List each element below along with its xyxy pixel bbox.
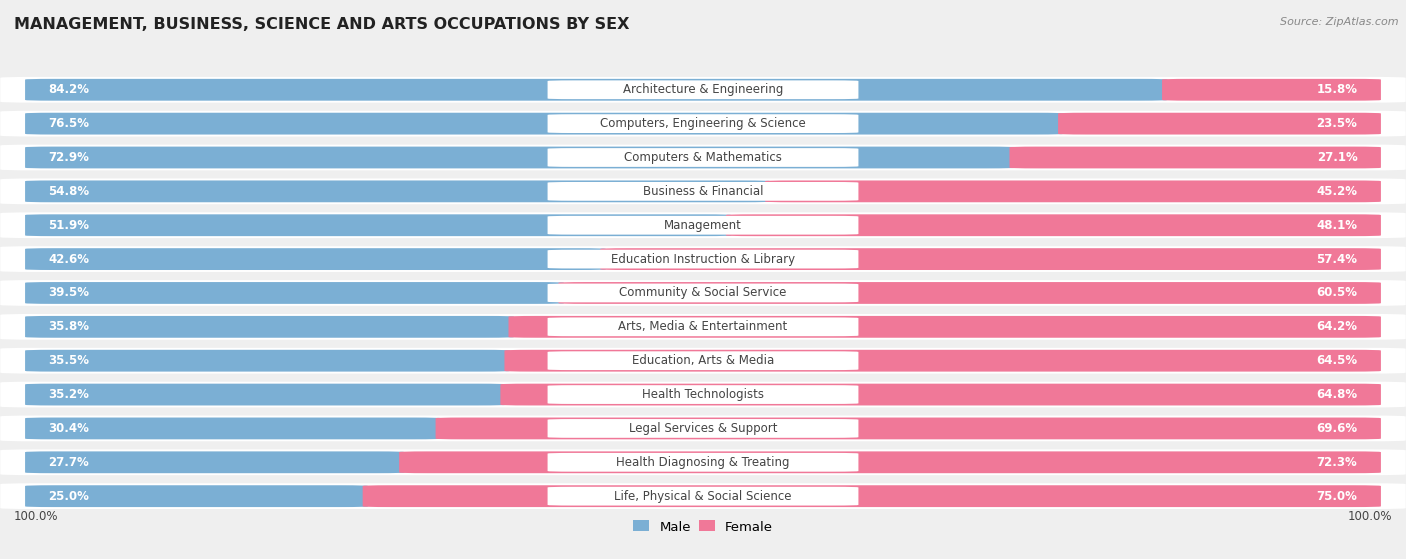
Text: 45.2%: 45.2% xyxy=(1316,185,1358,198)
FancyBboxPatch shape xyxy=(0,77,1406,103)
FancyBboxPatch shape xyxy=(547,318,859,336)
Text: 64.5%: 64.5% xyxy=(1316,354,1358,367)
FancyBboxPatch shape xyxy=(0,415,1406,441)
FancyBboxPatch shape xyxy=(25,181,770,202)
Text: 75.0%: 75.0% xyxy=(1316,490,1358,503)
Text: 54.8%: 54.8% xyxy=(48,185,90,198)
Text: 76.5%: 76.5% xyxy=(48,117,90,130)
Text: Education Instruction & Library: Education Instruction & Library xyxy=(612,253,794,266)
FancyBboxPatch shape xyxy=(547,216,859,235)
Text: 27.7%: 27.7% xyxy=(48,456,89,469)
FancyBboxPatch shape xyxy=(547,385,859,404)
Text: 100.0%: 100.0% xyxy=(14,510,59,523)
FancyBboxPatch shape xyxy=(25,113,1063,135)
Text: Health Technologists: Health Technologists xyxy=(643,388,763,401)
Text: 42.6%: 42.6% xyxy=(48,253,90,266)
Text: 57.4%: 57.4% xyxy=(1316,253,1358,266)
FancyBboxPatch shape xyxy=(0,178,1406,204)
FancyBboxPatch shape xyxy=(25,383,506,405)
Text: 60.5%: 60.5% xyxy=(1316,286,1358,300)
FancyBboxPatch shape xyxy=(436,418,1381,439)
Text: 15.8%: 15.8% xyxy=(1316,83,1358,96)
Text: MANAGEMENT, BUSINESS, SCIENCE AND ARTS OCCUPATIONS BY SEX: MANAGEMENT, BUSINESS, SCIENCE AND ARTS O… xyxy=(14,17,630,32)
FancyBboxPatch shape xyxy=(25,451,405,473)
Text: 30.4%: 30.4% xyxy=(48,422,90,435)
FancyBboxPatch shape xyxy=(505,350,1381,372)
Text: 100.0%: 100.0% xyxy=(1347,510,1392,523)
Text: 39.5%: 39.5% xyxy=(48,286,90,300)
FancyBboxPatch shape xyxy=(725,214,1381,236)
FancyBboxPatch shape xyxy=(0,145,1406,170)
Text: 35.8%: 35.8% xyxy=(48,320,90,333)
FancyBboxPatch shape xyxy=(363,485,1381,507)
FancyBboxPatch shape xyxy=(25,282,564,304)
FancyBboxPatch shape xyxy=(547,182,859,201)
FancyBboxPatch shape xyxy=(547,148,859,167)
FancyBboxPatch shape xyxy=(0,382,1406,408)
Text: Arts, Media & Entertainment: Arts, Media & Entertainment xyxy=(619,320,787,333)
FancyBboxPatch shape xyxy=(25,146,1015,168)
FancyBboxPatch shape xyxy=(1059,113,1381,135)
Text: Life, Physical & Social Science: Life, Physical & Social Science xyxy=(614,490,792,503)
FancyBboxPatch shape xyxy=(0,449,1406,475)
FancyBboxPatch shape xyxy=(509,316,1381,338)
Text: Management: Management xyxy=(664,219,742,232)
FancyBboxPatch shape xyxy=(501,383,1381,405)
FancyBboxPatch shape xyxy=(547,283,859,302)
FancyBboxPatch shape xyxy=(547,80,859,99)
FancyBboxPatch shape xyxy=(25,248,606,270)
FancyBboxPatch shape xyxy=(25,418,441,439)
Text: Business & Financial: Business & Financial xyxy=(643,185,763,198)
FancyBboxPatch shape xyxy=(547,487,859,505)
Text: Education, Arts & Media: Education, Arts & Media xyxy=(631,354,775,367)
Text: Computers, Engineering & Science: Computers, Engineering & Science xyxy=(600,117,806,130)
Text: Legal Services & Support: Legal Services & Support xyxy=(628,422,778,435)
FancyBboxPatch shape xyxy=(0,280,1406,306)
Text: Health Diagnosing & Treating: Health Diagnosing & Treating xyxy=(616,456,790,469)
Text: Source: ZipAtlas.com: Source: ZipAtlas.com xyxy=(1281,17,1399,27)
Text: 35.5%: 35.5% xyxy=(48,354,90,367)
Text: 69.6%: 69.6% xyxy=(1316,422,1358,435)
FancyBboxPatch shape xyxy=(547,453,859,472)
FancyBboxPatch shape xyxy=(547,250,859,268)
Text: 84.2%: 84.2% xyxy=(48,83,90,96)
FancyBboxPatch shape xyxy=(25,485,368,507)
FancyBboxPatch shape xyxy=(0,212,1406,238)
FancyBboxPatch shape xyxy=(0,348,1406,373)
Text: 48.1%: 48.1% xyxy=(1316,219,1358,232)
FancyBboxPatch shape xyxy=(765,181,1381,202)
Text: 72.9%: 72.9% xyxy=(48,151,90,164)
FancyBboxPatch shape xyxy=(0,484,1406,509)
FancyBboxPatch shape xyxy=(0,111,1406,136)
FancyBboxPatch shape xyxy=(1161,79,1381,101)
Text: 25.0%: 25.0% xyxy=(48,490,90,503)
FancyBboxPatch shape xyxy=(1010,146,1381,168)
Text: 27.1%: 27.1% xyxy=(1317,151,1358,164)
Text: Community & Social Service: Community & Social Service xyxy=(619,286,787,300)
FancyBboxPatch shape xyxy=(399,451,1381,473)
FancyBboxPatch shape xyxy=(547,419,859,438)
FancyBboxPatch shape xyxy=(25,214,731,236)
FancyBboxPatch shape xyxy=(25,79,1167,101)
Text: 35.2%: 35.2% xyxy=(48,388,90,401)
Text: 72.3%: 72.3% xyxy=(1317,456,1358,469)
FancyBboxPatch shape xyxy=(0,246,1406,272)
Text: 64.8%: 64.8% xyxy=(1316,388,1358,401)
Text: Architecture & Engineering: Architecture & Engineering xyxy=(623,83,783,96)
Text: 51.9%: 51.9% xyxy=(48,219,90,232)
FancyBboxPatch shape xyxy=(600,248,1381,270)
FancyBboxPatch shape xyxy=(547,114,859,133)
FancyBboxPatch shape xyxy=(547,351,859,370)
FancyBboxPatch shape xyxy=(25,350,510,372)
FancyBboxPatch shape xyxy=(0,314,1406,340)
Text: 64.2%: 64.2% xyxy=(1316,320,1358,333)
Text: Computers & Mathematics: Computers & Mathematics xyxy=(624,151,782,164)
Text: 23.5%: 23.5% xyxy=(1316,117,1358,130)
FancyBboxPatch shape xyxy=(25,316,515,338)
FancyBboxPatch shape xyxy=(558,282,1381,304)
Legend: Male, Female: Male, Female xyxy=(627,515,779,539)
